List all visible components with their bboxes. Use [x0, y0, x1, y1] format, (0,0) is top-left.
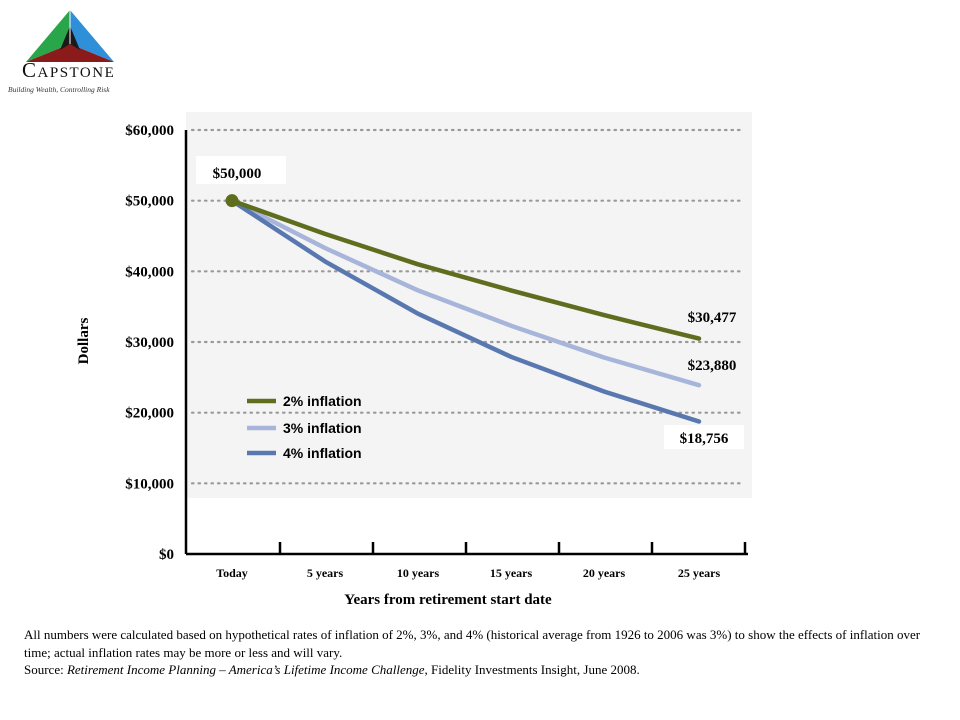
capstone-logo-icon: [26, 10, 114, 62]
legend-label: 3% inflation: [283, 420, 362, 436]
source-title: Retirement Income Planning – America’s L…: [66, 662, 425, 677]
series-line: [229, 198, 702, 388]
legend-label: 4% inflation: [283, 445, 362, 461]
logo-left-facet: [26, 10, 70, 62]
legend-label: 2% inflation: [283, 393, 362, 409]
y-tick-label: $20,000: [125, 406, 174, 422]
start-label-bg: [196, 156, 286, 184]
start-point: [225, 194, 239, 208]
axes: [184, 130, 748, 556]
source-line: Source: Retirement Income Planning – Ame…: [24, 661, 944, 679]
grid-lines: [190, 128, 746, 485]
series-line: [229, 198, 702, 341]
end-value-label: $18,756: [680, 431, 729, 447]
y-tick-label: $10,000: [125, 476, 174, 492]
annotations: $50,000 $30,477 $23,880 $18,756: [196, 156, 744, 449]
x-tick-label: 25 years: [678, 566, 721, 580]
y-tick-label: $60,000: [125, 123, 174, 139]
legend: 2% inflation 3% inflation 4% inflation: [247, 393, 362, 461]
x-tick-label: 5 years: [307, 566, 344, 580]
series-lines: [225, 194, 702, 424]
brand-tagline: Building Wealth, Controlling Risk: [8, 85, 110, 94]
y-tick-label: $50,000: [125, 194, 174, 210]
end-label-bg: [664, 425, 744, 449]
brand-rest: APSTONE: [37, 65, 116, 81]
x-tick-label: 20 years: [583, 566, 626, 580]
brand-initial: C: [22, 58, 38, 82]
end-value-label: $30,477: [688, 310, 737, 326]
inflation-line-chart: $0 $10,000 $20,000 $30,000 $40,000 $50,000 $60…: [76, 112, 752, 608]
x-tick-label: Today: [216, 566, 248, 580]
logo-bottom-facet: [26, 44, 114, 62]
brand-name: CAPSTONE: [22, 58, 115, 83]
source-prefix: Source:: [24, 662, 67, 677]
y-axis-label: Dollars: [76, 318, 92, 365]
start-value-label: $50,000: [213, 166, 262, 182]
footnote-text: All numbers were calculated based on hyp…: [24, 627, 921, 660]
logo-right-facet: [70, 10, 114, 62]
x-tick-labels: Today 5 years 10 years 15 years 20 years 25 y…: [216, 566, 720, 580]
y-tick-label: $30,000: [125, 335, 174, 351]
source-rest: , Fidelity Investments Insight, June 200…: [424, 662, 640, 677]
end-value-label: $23,880: [688, 358, 737, 374]
y-tick-labels: $0 $10,000 $20,000 $30,000 $40,000 $50,000 $60…: [125, 123, 174, 563]
x-axis-label: Years from retirement start date: [344, 592, 552, 608]
series-line: [229, 198, 702, 424]
y-tick-label: $0: [159, 547, 174, 563]
footnote: All numbers were calculated based on hyp…: [24, 626, 944, 679]
x-tick-label: 15 years: [490, 566, 533, 580]
x-tick-label: 10 years: [397, 566, 440, 580]
y-tick-label: $40,000: [125, 264, 174, 280]
